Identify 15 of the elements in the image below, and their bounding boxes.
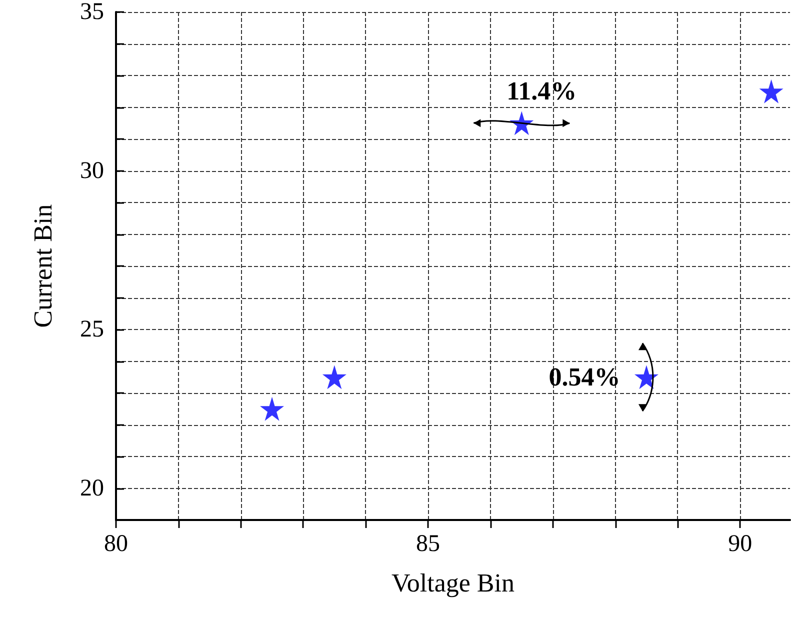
point	[759, 79, 784, 104]
point	[260, 396, 284, 421]
point	[634, 365, 658, 390]
x-tick-label: 80	[104, 531, 128, 557]
y-axis-title: Current Bin	[28, 204, 58, 328]
x-tick-label: 85	[416, 531, 440, 557]
y-tick-label: 35	[80, 0, 104, 25]
point	[322, 365, 346, 390]
annotation: 0.54%	[548, 362, 620, 392]
y-tick-label: 20	[80, 475, 104, 502]
x-axis-title: Voltage Bin	[391, 568, 515, 598]
x-tick-label: 90	[728, 531, 752, 557]
annotation: 11.4%	[506, 76, 577, 106]
y-tick-label: 30	[80, 158, 104, 184]
y-tick-label: 25	[80, 316, 104, 342]
